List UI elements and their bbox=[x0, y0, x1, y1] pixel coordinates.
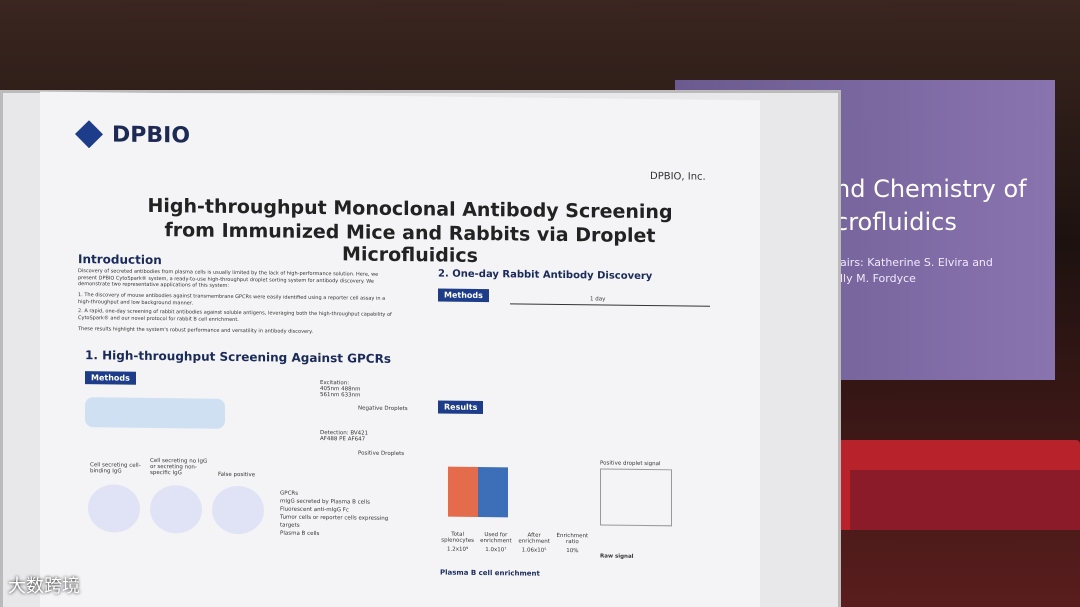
screen-text: lly M. Fordyce bbox=[840, 272, 916, 285]
table-cell: 10% bbox=[566, 548, 579, 555]
paragraph: Discovery of secreted antibodies from pl… bbox=[78, 268, 379, 289]
table-cell: 1.2x10⁹ bbox=[447, 546, 469, 553]
company: DPBIO, Inc. bbox=[650, 171, 706, 183]
legend: GPCRs mIgG secreted by Plasma B cells Fl… bbox=[280, 490, 400, 539]
cell-diagram bbox=[88, 484, 140, 533]
legend-item: Plasma B cells bbox=[280, 530, 320, 538]
poster: DPBIO DPBIO, Inc. High-throughput Monocl… bbox=[40, 91, 760, 607]
table-header: Used for enrichment bbox=[480, 532, 512, 545]
label: False positive bbox=[218, 471, 256, 479]
table bbox=[850, 470, 1080, 530]
label: Positive Droplets bbox=[358, 450, 405, 458]
label: Excitation: 405nm 488nm 561nm 633nm bbox=[320, 380, 361, 399]
timeline: 1 day bbox=[590, 296, 606, 303]
table-cell: 1.06x10⁵ bbox=[521, 547, 547, 554]
table-header: Enrichment ratio bbox=[556, 532, 589, 546]
methods-tag: Methods bbox=[85, 371, 136, 385]
paragraph: 1. The discovery of mouse antibodies aga… bbox=[78, 292, 386, 306]
timeline-line bbox=[510, 303, 710, 307]
paragraph: These results highlight the system's rob… bbox=[78, 326, 314, 335]
label: Detection: BV421 AF488 PE AF647 bbox=[320, 430, 369, 443]
subheading: Plasma B cell enrichment bbox=[440, 568, 540, 578]
chip bbox=[85, 397, 225, 429]
legend-item: Tumor cells or reporter cells expressing… bbox=[280, 514, 389, 529]
screen-text: nd Chemistry of bbox=[835, 175, 1027, 203]
label: Negative Droplets bbox=[358, 405, 408, 413]
paragraph: 2. A rapid, one-day screening of rabbit … bbox=[78, 308, 392, 323]
watermark: 大数跨境 bbox=[8, 576, 80, 597]
title: from Immunized Mice and Rabbits via Drop… bbox=[164, 219, 656, 267]
table-cell: 1.0x10⁷ bbox=[485, 547, 507, 554]
heading: Introduction bbox=[78, 252, 162, 268]
screen-text: airs: Katherine S. Elvira and bbox=[840, 256, 993, 269]
label: Cell secreting no IgG or secreting non-s… bbox=[150, 457, 208, 477]
methods-tag: Methods bbox=[438, 288, 489, 303]
results-tag: Results bbox=[438, 400, 484, 415]
heading: 2. One-day Rabbit Antibody Discovery bbox=[438, 268, 653, 283]
logo-icon bbox=[75, 120, 103, 148]
label: Cell secreting cell-binding IgG bbox=[90, 462, 141, 475]
heading: 1. High-throughput Screening Against GPC… bbox=[85, 348, 391, 366]
screen-text: crofluidics bbox=[835, 208, 957, 236]
table-header: Total splenocytes bbox=[441, 531, 475, 544]
cell-diagram bbox=[150, 484, 202, 534]
logo: DPBIO bbox=[112, 122, 191, 149]
bar-chart bbox=[448, 466, 508, 518]
cell-diagram bbox=[212, 485, 264, 535]
table: Total splenocytes Used for enrichment Af… bbox=[440, 531, 590, 555]
plot-title: Positive droplet signal bbox=[600, 460, 661, 468]
signal-plot bbox=[600, 468, 672, 527]
plot-caption: Raw signal bbox=[600, 553, 634, 560]
table-header: After enrichment bbox=[518, 532, 550, 545]
